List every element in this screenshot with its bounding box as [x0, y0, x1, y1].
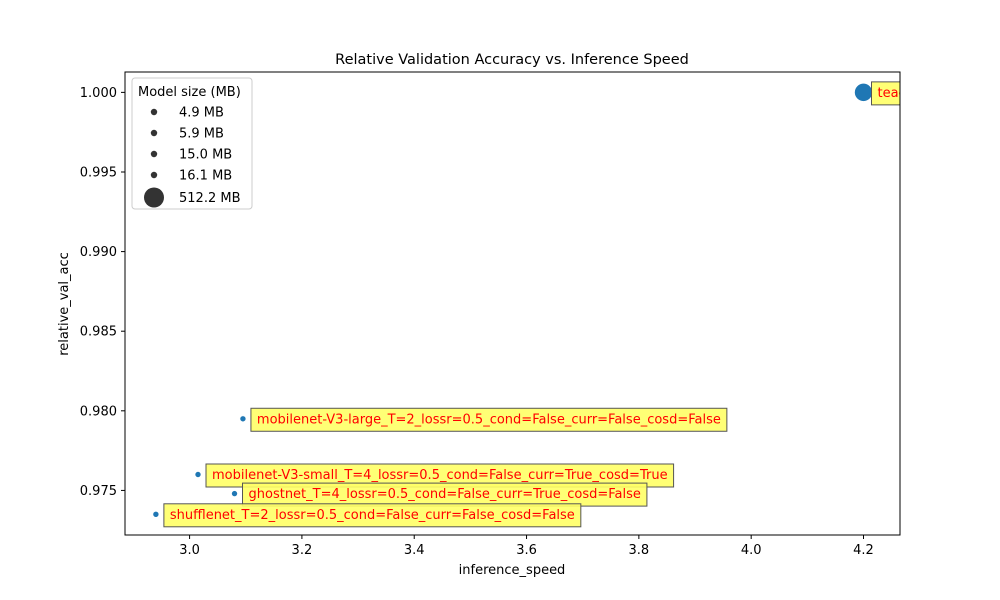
annotation-label: mobilenet-V3-large_T=2_lossr=0.5_cond=Fa… [257, 412, 721, 427]
legend-box [131, 77, 253, 210]
point-annotation: mobilenet-V3-large_T=2_lossr=0.5_cond=Fa… [250, 407, 728, 432]
chart-title: Relative Validation Accuracy vs. Inferen… [335, 52, 689, 68]
x-tick-label: 3.2 [292, 543, 313, 558]
point-annotation: ghostnet_T=4_lossr=0.5_cond=False_curr=T… [242, 482, 648, 507]
legend-marker [144, 187, 164, 208]
legend-label: 16.1 MB [179, 169, 232, 184]
legend-marker [150, 108, 158, 116]
x-tick-label: 4.0 [741, 543, 762, 558]
x-axis-label: inference_speed [459, 563, 566, 578]
data-point [239, 415, 247, 423]
y-tick-label: 1.000 [80, 86, 117, 101]
x-tick-label: 3.6 [516, 543, 537, 558]
x-tick-label: 4.2 [853, 543, 874, 558]
annotation-label: teacher_model_T= [877, 86, 999, 101]
data-point [231, 490, 238, 497]
legend-label: 512.2 MB [179, 191, 240, 206]
point-annotation: teacher_model_T= [870, 81, 999, 106]
y-tick-label: 0.985 [80, 325, 117, 340]
x-tick-label: 3.4 [404, 543, 425, 558]
y-tick-label: 0.980 [80, 404, 117, 419]
x-axis: 3.0 3.2 3.4 3.6 3.8 4.0 4.2 [179, 535, 874, 558]
legend-label: 5.9 MB [179, 127, 224, 142]
x-tick-label: 3.0 [179, 543, 200, 558]
data-point [194, 471, 202, 478]
x-tick-label: 3.8 [629, 543, 650, 558]
legend: Model size (MB) 4.9 MB 5.9 MB 15.0 MB 16.1 … [131, 77, 253, 210]
point-annotation: mobilenet-V3-small_T=4_lossr=0.5_cond=Fa… [205, 463, 675, 488]
data-point [152, 511, 160, 518]
data-point [854, 83, 873, 102]
legend-marker [150, 171, 158, 179]
plot-content: teacher_model_T= mobilenet-V3-large_T=2_l… [152, 81, 999, 528]
annotation-label: ghostnet_T=4_lossr=0.5_cond=False_curr=T… [249, 487, 641, 502]
legend-title: Model size (MB) [138, 85, 241, 100]
y-axis-label: relative_val_acc [57, 252, 72, 356]
annotation-box [163, 503, 582, 528]
legend-marker [150, 150, 158, 158]
legend-label: 15.0 MB [179, 148, 232, 163]
annotation-label: shufflenet_T=2_lossr=0.5_cond=False_curr… [170, 508, 575, 523]
annotation-box [250, 407, 728, 432]
legend-label: 4.9 MB [179, 106, 224, 121]
annotation-label: mobilenet-V3-small_T=4_lossr=0.5_cond=Fa… [212, 468, 668, 483]
y-tick-label: 0.975 [80, 484, 117, 499]
y-axis: 0.975 0.980 0.985 0.990 0.995 1.000 [80, 86, 125, 499]
legend-marker [150, 129, 158, 137]
y-tick-label: 0.995 [80, 165, 117, 180]
plot-frame [124, 71, 901, 536]
annotation-box [870, 81, 900, 106]
annotations: teacher_model_T= mobilenet-V3-large_T=2_l… [163, 81, 999, 528]
point-annotation: shufflenet_T=2_lossr=0.5_cond=False_curr… [163, 503, 582, 528]
legend-entries: 4.9 MB 5.9 MB 15.0 MB 16.1 MB 512.2 MB [144, 106, 240, 208]
y-tick-label: 0.990 [80, 245, 117, 260]
